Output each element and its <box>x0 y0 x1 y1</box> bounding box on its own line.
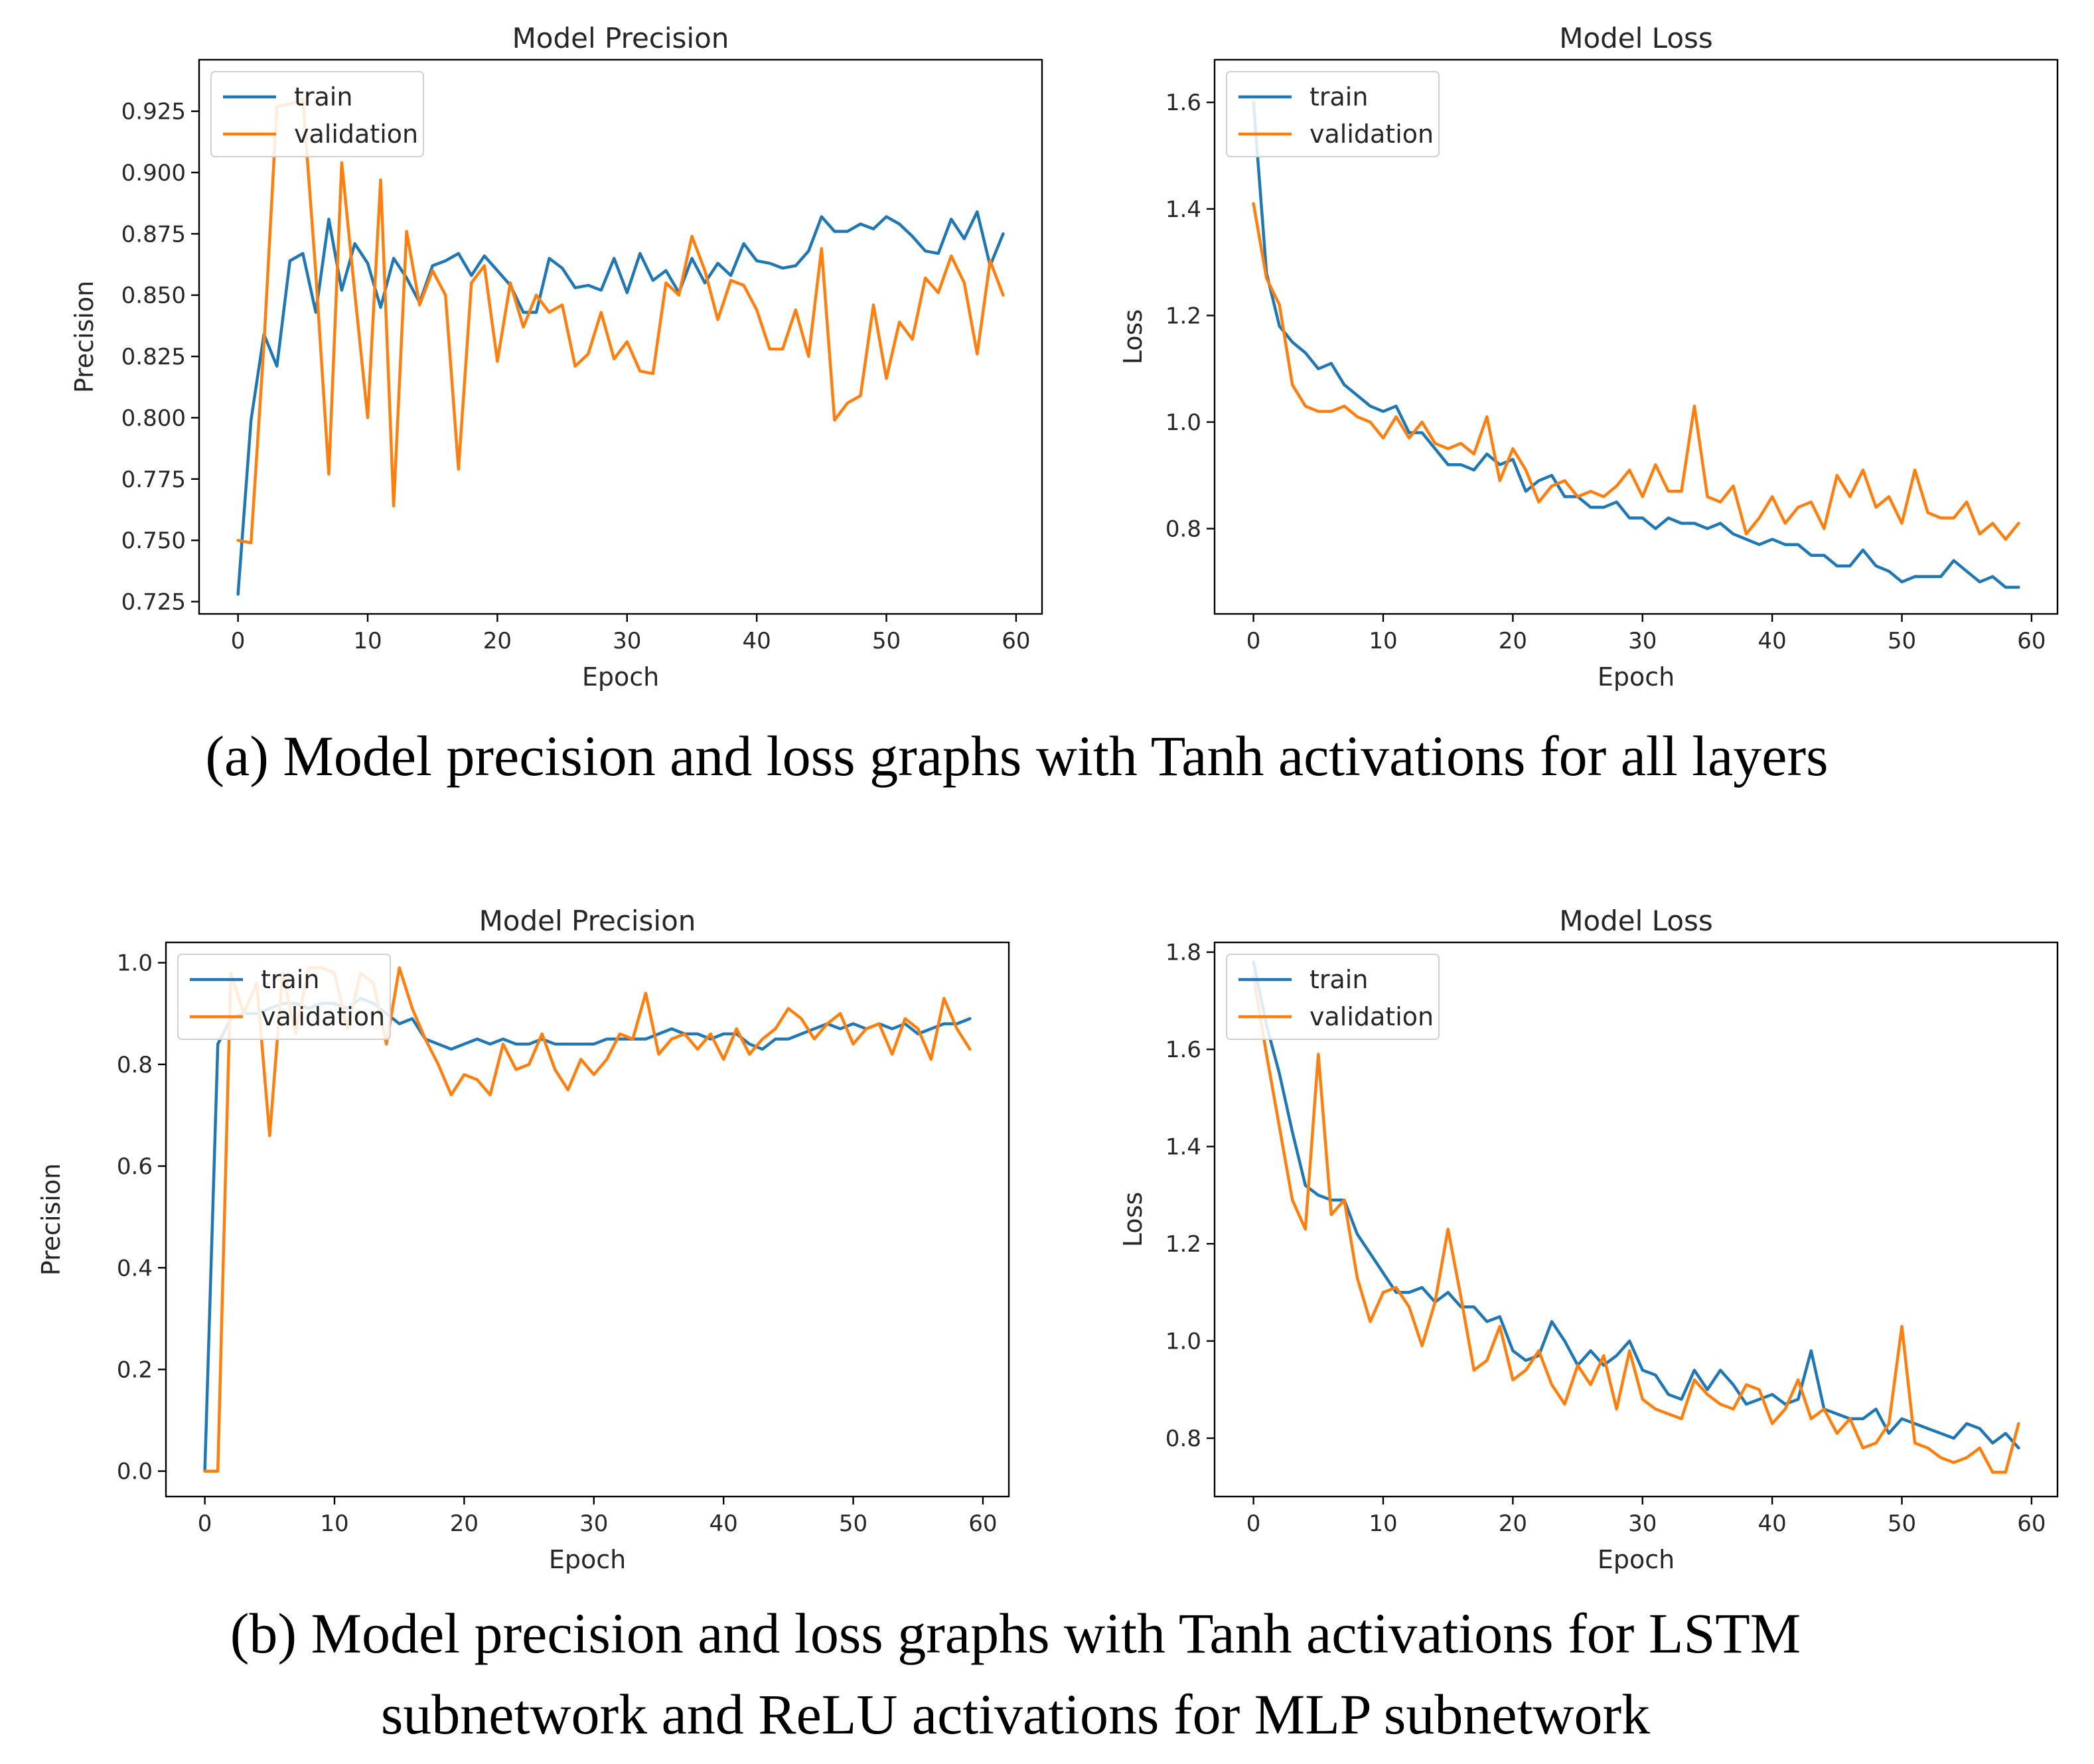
y-tick-label: 0.875 <box>121 221 186 248</box>
legend-label-validation: validation <box>294 119 418 149</box>
y-tick-label: 0.725 <box>121 589 186 616</box>
series-line-validation <box>1252 202 2020 541</box>
x-tick-label: 10 <box>1369 628 1397 654</box>
x-tick-label: 50 <box>1888 1510 1916 1537</box>
x-tick-label: 60 <box>968 1510 997 1537</box>
series-line-validation <box>236 97 1005 545</box>
x-tick-label: 30 <box>1628 1510 1657 1537</box>
x-tick-label: 30 <box>1628 628 1657 654</box>
y-tick-label: 0.2 <box>117 1357 153 1383</box>
x-tick-label: 0 <box>1246 628 1261 654</box>
y-tick-label: 1.0 <box>1165 409 1201 436</box>
y-tick-label: 1.6 <box>1165 90 1201 116</box>
y-tick-label: 0.4 <box>117 1255 153 1282</box>
y-tick-label: 0.6 <box>117 1153 153 1180</box>
y-tick-label: 1.0 <box>117 950 153 977</box>
x-tick-label: 50 <box>872 628 901 654</box>
panel-a-precision-chart: 0 10 20 30 40 50 60 0.725 0.750 0.775 0.800 0.825 0.… <box>70 22 1043 692</box>
plot-frame <box>198 58 1043 615</box>
y-axis-label: Precision <box>70 281 99 394</box>
x-axis-label: Epoch <box>582 662 659 692</box>
y-axis-label: Precision <box>37 1163 66 1276</box>
x-tick-label: 10 <box>320 1510 348 1537</box>
plot-frame <box>1213 941 2059 1498</box>
legend-label-validation: validation <box>1309 119 1434 149</box>
y-tick-label: 0.900 <box>121 160 186 186</box>
x-tick-label: 60 <box>2017 1510 2046 1537</box>
y-axis-label: Loss <box>1118 1192 1148 1247</box>
y-tick-label: 1.2 <box>1165 303 1201 329</box>
x-tick-label: 20 <box>1499 1510 1527 1537</box>
x-tick-label: 50 <box>839 1510 867 1537</box>
caption-b-line1: (b) Model precision and loss graphs with… <box>230 1601 1801 1665</box>
x-tick-label: 60 <box>1002 628 1030 654</box>
x-axis-label: Epoch <box>1598 662 1675 692</box>
legend-label-train: train <box>261 965 319 994</box>
x-tick-label: 40 <box>710 1510 738 1537</box>
panel-b-precision-chart: 0 10 20 30 40 50 60 0.0 0.2 0.4 0.6 0.8 1.0 Model Pre… <box>37 905 1010 1574</box>
y-tick-label: 1.4 <box>1165 1134 1201 1161</box>
x-tick-label: 10 <box>1369 1510 1397 1537</box>
x-axis-label: Epoch <box>1598 1545 1675 1574</box>
y-axis-label: Loss <box>1118 309 1148 364</box>
chart-title: Model Loss <box>1559 22 1713 54</box>
x-tick-label: 40 <box>743 628 771 654</box>
caption-b-line2: subnetwork and ReLU activations for MLP … <box>381 1682 1650 1746</box>
x-tick-label: 40 <box>1758 628 1787 654</box>
y-tick-label: 0.800 <box>121 405 186 431</box>
panel-a-loss-chart: 0 10 20 30 40 50 60 0.8 1.0 1.2 1.4 1.6 Model Loss Ep… <box>1118 22 2059 692</box>
legend-label-validation: validation <box>261 1002 385 1031</box>
y-tick-label: 0.750 <box>121 528 186 554</box>
y-tick-label: 0.8 <box>1165 1426 1201 1452</box>
series-line-train <box>1252 960 2020 1450</box>
chart-title: Model Precision <box>479 905 696 937</box>
x-tick-label: 20 <box>483 628 512 654</box>
series-line-train <box>1252 100 2020 589</box>
y-tick-label: 1.6 <box>1165 1037 1201 1063</box>
y-tick-label: 0.825 <box>121 344 186 370</box>
x-tick-label: 50 <box>1888 628 1916 654</box>
y-tick-label: 0.850 <box>121 283 186 309</box>
legend-label-train: train <box>1309 82 1368 111</box>
y-tick-label: 1.2 <box>1165 1231 1201 1258</box>
panel-b-loss-chart: 0 10 20 30 40 50 60 0.8 1.0 1.2 1.4 1.6 1.8 Model Los… <box>1118 905 2059 1574</box>
x-tick-label: 0 <box>198 1510 212 1537</box>
y-tick-label: 0.0 <box>117 1459 153 1485</box>
chart-title: Model Precision <box>512 22 729 54</box>
y-tick-label: 1.4 <box>1165 196 1201 223</box>
y-tick-label: 1.8 <box>1165 940 1201 966</box>
chart-title: Model Loss <box>1559 905 1713 937</box>
y-tick-label: 1.0 <box>1165 1329 1201 1355</box>
x-tick-label: 0 <box>231 628 246 654</box>
x-tick-label: 20 <box>1499 628 1527 654</box>
series-line-train <box>236 210 1005 596</box>
legend-label-validation: validation <box>1309 1002 1434 1031</box>
series-line-validation <box>1252 975 2020 1474</box>
plot-frame <box>1213 58 2059 615</box>
x-axis-label: Epoch <box>549 1545 626 1574</box>
x-tick-label: 0 <box>1246 1510 1261 1537</box>
y-tick-label: 0.8 <box>1165 516 1201 543</box>
legend-label-train: train <box>1309 965 1368 994</box>
x-tick-label: 10 <box>353 628 382 654</box>
y-tick-label: 0.925 <box>121 99 186 125</box>
x-tick-label: 30 <box>613 628 641 654</box>
x-tick-label: 60 <box>2017 628 2046 654</box>
y-tick-label: 0.8 <box>117 1052 153 1078</box>
plot-frame <box>165 941 1010 1498</box>
x-tick-label: 40 <box>1758 1510 1787 1537</box>
y-tick-label: 0.775 <box>121 467 186 493</box>
caption-a: (a) Model precision and loss graphs with… <box>205 724 1828 788</box>
x-tick-label: 20 <box>450 1510 479 1537</box>
x-tick-label: 30 <box>579 1510 608 1537</box>
legend-label-train: train <box>294 82 352 111</box>
